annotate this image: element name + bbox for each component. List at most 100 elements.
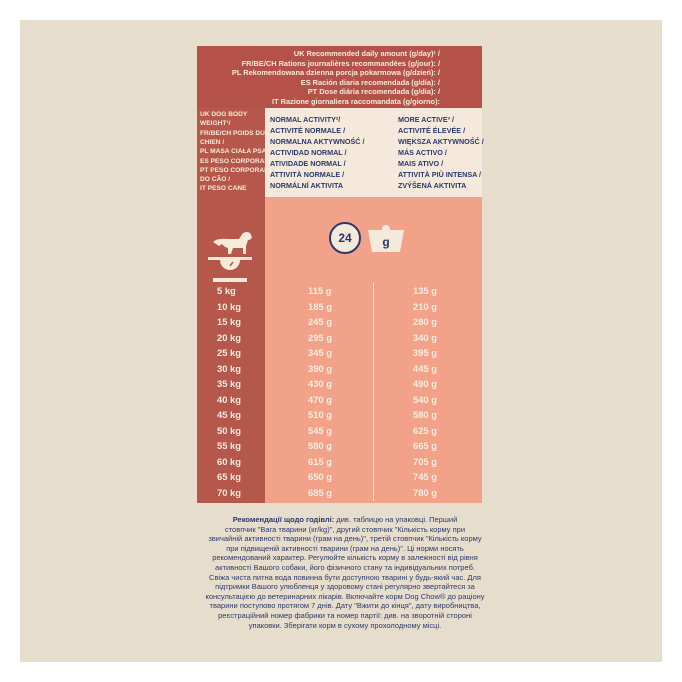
weight-cell: 65 kg xyxy=(217,471,241,482)
note-line: рекомендований характер. Регулюйте кільк… xyxy=(195,553,495,562)
note-line: консультацією до ветеринарних лікарів. В… xyxy=(195,592,495,601)
normal-cell: 580 g xyxy=(308,440,332,451)
active-label: ZVÝŠENÁ AKTIVITA xyxy=(398,181,467,190)
normal-cell: 545 g xyxy=(308,424,332,436)
normal-cell: 115 g xyxy=(308,285,332,296)
normal-label: NORMAL ACTIVITY²/ xyxy=(270,115,341,124)
weight-cell: 5 kg xyxy=(217,285,236,296)
normal-cell: 470 g xyxy=(308,393,332,405)
normal-label: ATTIVITÀ NORMALE / xyxy=(270,170,345,179)
column-divider xyxy=(373,283,374,501)
note-label: Рекомендації щодо годівлі: xyxy=(232,515,335,524)
weight-label: CHIEN / xyxy=(200,138,225,146)
header-line: PT Dose diária recomendada (g/dia): / xyxy=(307,87,440,97)
active-cell: 705 g xyxy=(413,455,437,467)
normal-cell: 510 g xyxy=(308,409,332,420)
weight-cell: 30 kg xyxy=(217,362,241,374)
note-line: тварини поступово протягом 7 днів. Дату … xyxy=(195,601,495,610)
weight-label: FR/BE/CH POIDS DU xyxy=(200,129,265,137)
weight-cell: 25 kg xyxy=(217,347,241,358)
header-line: FR/BE/CH Rations journalières recommandé… xyxy=(241,58,440,68)
weight-label: PL MASA CIAŁA PSA / xyxy=(200,148,270,156)
weight-label: DO CÃO / xyxy=(200,176,231,184)
weight-cell: 55 kg xyxy=(217,440,241,451)
normal-label: NORMALNA AKTYWNOŚĆ / xyxy=(270,137,365,146)
bowl-label: g xyxy=(382,235,389,249)
note-text: рекомендований характер. Регулюйте кільк… xyxy=(212,553,478,563)
note-line: Свіжа чиста питна вода повинна бути дост… xyxy=(195,573,495,582)
active-label: MÁS ACTIVO / xyxy=(398,148,447,157)
active-cell: 210 g xyxy=(413,300,437,312)
note-text: при підвищеній активності тварини (грам … xyxy=(226,543,464,553)
weight-cell: 45 kg xyxy=(217,409,241,420)
active-label: WIĘKSZA AKTYWNOŚĆ / xyxy=(398,137,484,146)
note-text: упаковки. Зберігати корм в сухому прохол… xyxy=(248,620,442,630)
normal-cell: 245 g xyxy=(308,316,332,327)
header-band xyxy=(197,46,482,108)
normal-label: ACTIVITÉ NORMALE / xyxy=(270,126,346,135)
active-cell: 745 g xyxy=(413,471,437,482)
note-text: консультацією до ветеринарних лікарів. В… xyxy=(205,591,485,601)
icons: 24 g xyxy=(329,222,404,254)
weight-column xyxy=(197,108,265,503)
active-label: MORE ACTIVE³ / xyxy=(398,115,455,124)
normal-cell: 185 g xyxy=(308,300,332,312)
active-label: ATTIVITÀ PIÙ INTENSA / xyxy=(398,170,482,179)
header-line: PL Rekomendowana dzienna porcja pokarmow… xyxy=(231,68,440,78)
active-cell: 340 g xyxy=(413,331,437,343)
clock-label: 24 xyxy=(338,231,352,245)
weight-cell: 50 kg xyxy=(217,424,241,436)
note-text: стовпчик "Вага тварини (кг/kg)", другий … xyxy=(224,524,466,534)
weight-cell: 40 kg xyxy=(217,393,241,405)
note-line: упаковки. Зберігати корм в сухому прохол… xyxy=(195,621,495,630)
weight-cell: 20 kg xyxy=(217,331,241,343)
normal-label: ATIVIDADE NORMAL / xyxy=(270,159,346,168)
normal-cell: 345 g xyxy=(308,347,332,358)
active-label: ACTIVITÉ ÉLEVÉE / xyxy=(398,126,466,135)
note-line: реєстраційний номер фабрики та номер пар… xyxy=(195,611,495,620)
note-line: активності Вашого собаки, його фізичного… xyxy=(195,563,495,572)
active-cell: 780 g xyxy=(413,486,437,498)
note-text: тварини поступово протягом 7 днів. Дату … xyxy=(209,601,481,611)
normal-cell: 650 g xyxy=(308,471,332,482)
header-line: IT Razione giornaliera raccomandata (g/g… xyxy=(272,97,440,106)
weight-cell: 60 kg xyxy=(217,455,241,467)
weight-label: PT PESO CORPORAL xyxy=(200,166,269,174)
weight-label: ES PESO CORPORAL / xyxy=(200,157,273,165)
header-line: UK Recommended daily amount (g/day)¹ / xyxy=(293,49,440,58)
active-cell: 665 g xyxy=(413,440,437,451)
active-cell: 625 g xyxy=(413,424,437,436)
note-text: підтримки Вашого улюбленця у здоровому с… xyxy=(215,582,475,592)
normal-label: NORMÁLNÍ AKTIVITA xyxy=(270,181,344,190)
note-line: підтримки Вашого улюбленця у здоровому с… xyxy=(195,582,495,591)
note-text: активності Вашого собаки, його фізичного… xyxy=(215,563,475,572)
weight-cell: 15 kg xyxy=(217,316,241,327)
active-cell: 490 g xyxy=(413,378,437,389)
active-cell: 540 g xyxy=(413,393,437,405)
note-line: Рекомендації щодо годівлі: див. таблицю … xyxy=(195,515,495,524)
normal-cell: 295 g xyxy=(308,331,332,343)
weight-label: WEIGHT¹/ xyxy=(200,120,231,128)
note-text: реєстраційний номер фабрики та номер пар… xyxy=(218,611,472,620)
normal-cell: 615 g xyxy=(308,455,332,467)
normal-label: ACTIVIDAD NORMAL / xyxy=(270,148,347,157)
note-line: при підвищеній активності тварини (грам … xyxy=(195,544,495,553)
note-text: звичайній активності тварини (грам на де… xyxy=(208,534,482,544)
active-cell: 135 g xyxy=(413,285,437,296)
dog-scale-icon xyxy=(208,232,252,282)
active-cell: 580 g xyxy=(413,409,437,420)
weight-cell: 10 kg xyxy=(217,300,241,312)
active-cell: 280 g xyxy=(413,316,437,327)
weight-cell: 70 kg xyxy=(217,486,241,498)
header-line: ES Ración diaria recomendada (g/día): / xyxy=(300,77,440,87)
note-text: див. таблицю на упаковці. Перший xyxy=(334,515,458,524)
normal-cell: 430 g xyxy=(308,378,332,389)
normal-cell: 685 g xyxy=(308,486,332,498)
active-cell: 445 g xyxy=(413,362,437,374)
active-cell: 395 g xyxy=(413,347,437,358)
normal-cell: 390 g xyxy=(308,362,332,374)
weight-label: IT PESO CANE xyxy=(200,185,247,193)
weight-label: UK DOG BODY xyxy=(200,111,248,118)
note-line: стовпчик "Вага тварини (кг/kg)", другий … xyxy=(195,525,495,534)
